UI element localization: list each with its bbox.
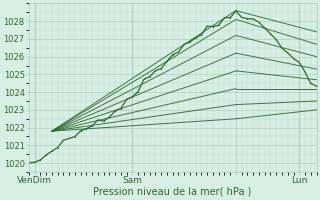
X-axis label: Pression niveau de la mer( hPa ): Pression niveau de la mer( hPa ) <box>93 187 252 197</box>
